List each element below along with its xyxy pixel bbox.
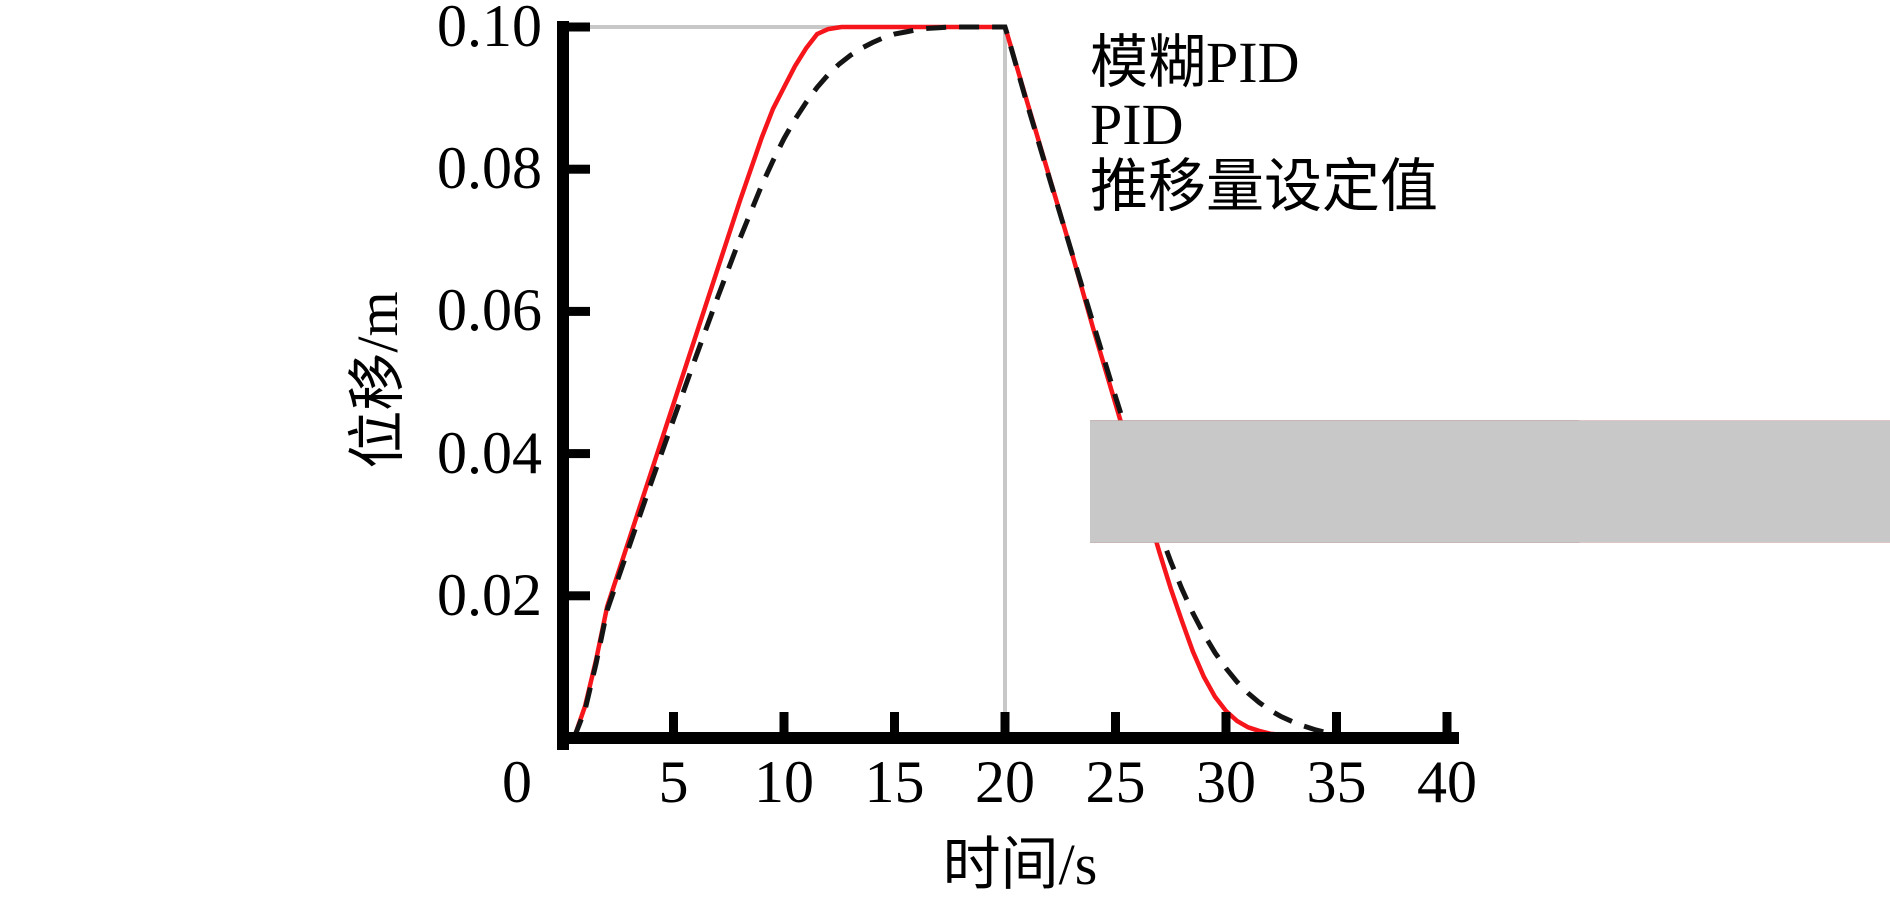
x-tick-label-35: 35 — [1306, 749, 1367, 815]
y-axis-tick — [569, 449, 590, 459]
pid-line — [571, 24, 1359, 740]
x-axis-spine — [557, 732, 1459, 744]
y-axis-spine — [557, 21, 569, 750]
curves-group — [563, 24, 1359, 740]
legend-label-pid: PID — [1090, 92, 1184, 157]
legend: 模糊PID PID 推移量设定值 — [1090, 30, 1890, 543]
y-tick-label-0.06: 0.06 — [437, 277, 542, 344]
y-axis-tick — [569, 306, 590, 316]
x-axis-tick — [1221, 712, 1231, 732]
x-axis-tick — [1111, 712, 1120, 732]
y-tick-label-0.02: 0.02 — [437, 561, 542, 628]
legend-label-setpoint: 推移量设定值 — [1090, 154, 1439, 219]
axes-group — [557, 21, 1459, 750]
x-axis-tick — [669, 712, 678, 732]
x-axis-tick — [779, 712, 789, 732]
x-axis-title: 时间/s — [942, 832, 1098, 897]
x-tick-label-25: 25 — [1085, 749, 1146, 815]
y-tick-label-0.04: 0.04 — [437, 419, 542, 486]
x-tick-label-30: 30 — [1196, 749, 1256, 815]
legend-label-fuzzy-pid: 模糊PID — [1090, 30, 1300, 95]
x-tick-label-20: 20 — [975, 749, 1035, 815]
x-axis-tick — [890, 712, 899, 732]
x-axis-tick — [1332, 712, 1341, 732]
x-tick-label-40: 40 — [1417, 749, 1477, 815]
y-axis-title: 位移/m — [345, 291, 410, 469]
y-tick-label-0.08: 0.08 — [437, 135, 542, 202]
y-axis-tick — [569, 591, 590, 601]
x-axis-tick — [1000, 712, 1010, 732]
x-tick-label-0: 0 — [502, 749, 532, 815]
legend-item-setpoint: 推移量设定值 — [1090, 154, 1890, 543]
fuzzy-pid-line — [571, 24, 1315, 740]
x-tick-label-10: 10 — [754, 749, 814, 815]
y-axis-tick — [569, 22, 590, 32]
y-axis-tick — [569, 164, 590, 174]
x-axis-tick — [1442, 712, 1452, 732]
setpoint-line-swatch — [1090, 420, 1890, 543]
x-tick-label-15: 15 — [864, 749, 925, 815]
x-tick-label-5: 5 — [658, 749, 689, 815]
y-tick-label-0.10: 0.10 — [437, 0, 542, 59]
